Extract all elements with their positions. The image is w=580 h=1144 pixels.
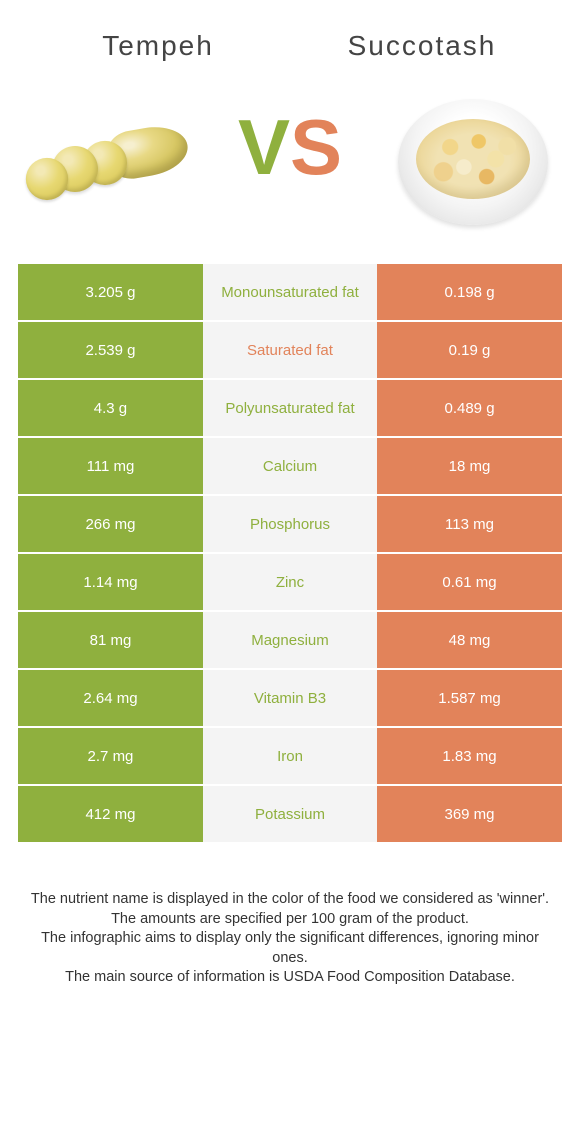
succotash-illustration [398,95,548,225]
table-row: 1.14 mgZinc0.61 mg [18,554,562,610]
right-value: 0.61 mg [377,554,562,610]
nutrient-label: Zinc [203,554,377,610]
titles-row: Tempeh Succotash [18,30,562,62]
nutrient-label: Polyunsaturated fat [203,380,377,436]
right-value: 113 mg [377,496,562,552]
left-value: 266 mg [18,496,203,552]
right-value: 18 mg [377,438,562,494]
vs-label: VS [238,147,342,174]
right-value: 1.83 mg [377,728,562,784]
footer-line: The main source of information is USDA F… [22,968,558,988]
nutrient-label: Iron [203,728,377,784]
left-value: 3.205 g [18,264,203,320]
left-value: 4.3 g [18,380,203,436]
left-value: 81 mg [18,612,203,668]
comparison-table: 3.205 gMonounsaturated fat0.198 g2.539 g… [18,264,562,844]
table-row: 81 mgMagnesium48 mg [18,612,562,668]
left-value: 2.539 g [18,322,203,378]
table-row: 111 mgCalcium18 mg [18,438,562,494]
left-value: 2.7 mg [18,728,203,784]
right-value: 369 mg [377,786,562,842]
nutrient-label: Phosphorus [203,496,377,552]
footer-notes: The nutrient name is displayed in the co… [18,890,562,988]
left-food-image [20,90,195,230]
right-value: 0.198 g [377,264,562,320]
table-row: 266 mgPhosphorus113 mg [18,496,562,552]
table-row: 2.7 mgIron1.83 mg [18,728,562,784]
table-row: 4.3 gPolyunsaturated fat0.489 g [18,380,562,436]
right-value: 0.489 g [377,380,562,436]
images-row: VS [18,90,562,230]
nutrient-label: Saturated fat [203,322,377,378]
right-value: 0.19 g [377,322,562,378]
nutrient-label: Vitamin B3 [203,670,377,726]
nutrient-label: Magnesium [203,612,377,668]
left-value: 1.14 mg [18,554,203,610]
right-value: 48 mg [377,612,562,668]
nutrient-label: Calcium [203,438,377,494]
left-value: 412 mg [18,786,203,842]
table-row: 412 mgPotassium369 mg [18,786,562,842]
left-food-title: Tempeh [26,30,290,62]
nutrient-label: Potassium [203,786,377,842]
table-row: 2.539 gSaturated fat0.19 g [18,322,562,378]
table-row: 3.205 gMonounsaturated fat0.198 g [18,264,562,320]
left-value: 111 mg [18,438,203,494]
nutrient-label: Monounsaturated fat [203,264,377,320]
footer-line: The nutrient name is displayed in the co… [22,890,558,910]
tempeh-illustration [28,110,188,210]
table-row: 2.64 mgVitamin B31.587 mg [18,670,562,726]
right-value: 1.587 mg [377,670,562,726]
footer-line: The infographic aims to display only the… [22,929,558,968]
left-value: 2.64 mg [18,670,203,726]
right-food-image [385,90,560,230]
footer-line: The amounts are specified per 100 gram o… [22,910,558,930]
right-food-title: Succotash [290,30,554,62]
